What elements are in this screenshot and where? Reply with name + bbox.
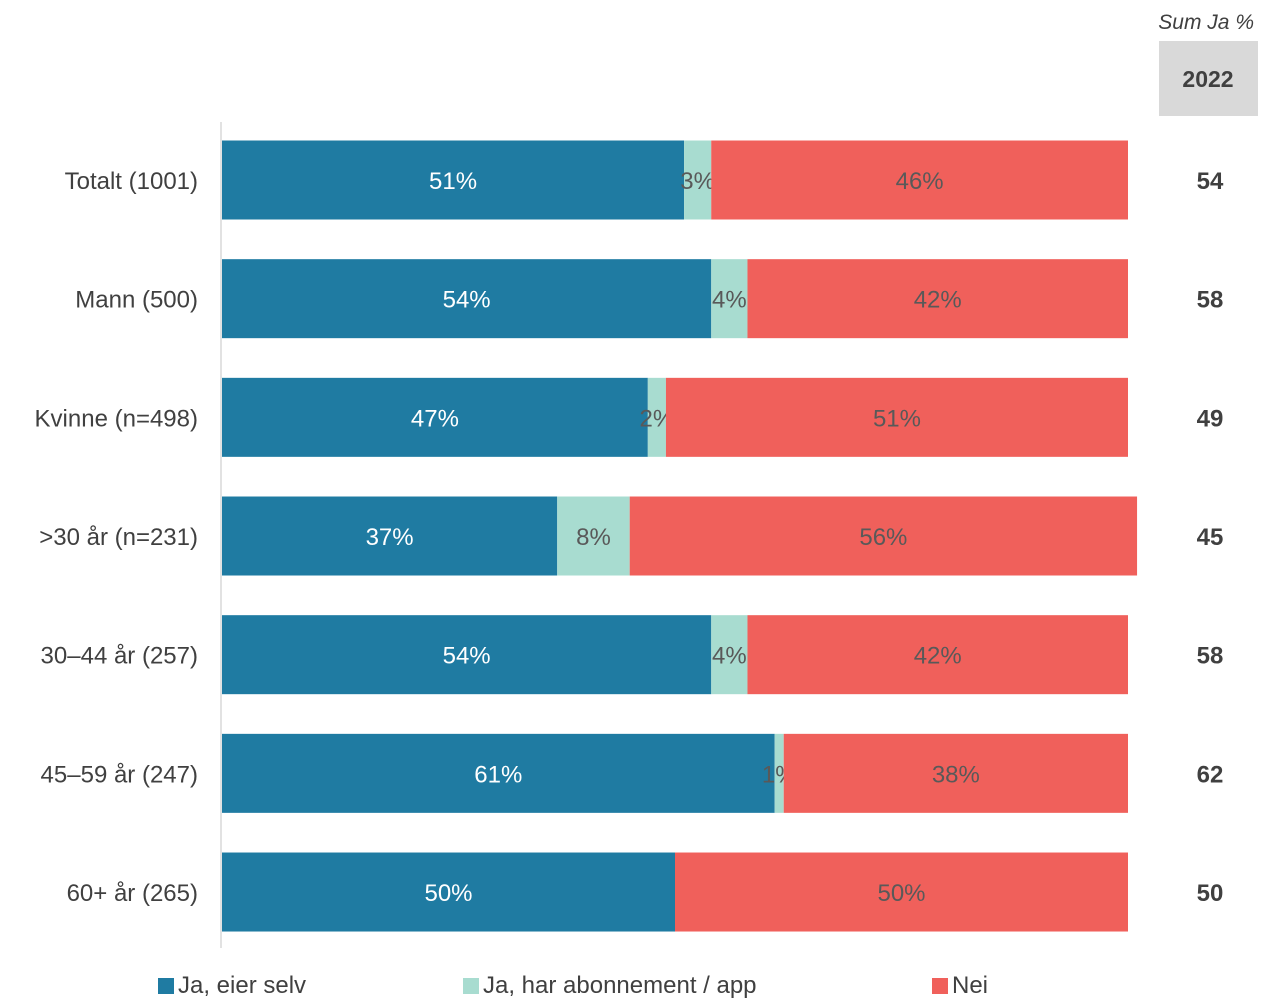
bar-segment-2: [557, 496, 630, 576]
sum-ja-value: 49: [1197, 405, 1224, 432]
data-label: 61%: [474, 761, 522, 788]
sum-year-header-bg: [1159, 41, 1258, 116]
bar-segment-3: [711, 140, 1128, 220]
sum-ja-value: 62: [1197, 761, 1224, 788]
data-label: 8%: [576, 524, 611, 551]
category-label: Mann (500): [75, 287, 198, 314]
sum-ja-value: 58: [1197, 287, 1224, 314]
data-label: 51%: [429, 168, 477, 195]
data-label: 4%: [712, 643, 747, 670]
bar-segment-1: [222, 259, 712, 339]
bar-segment-1: [222, 852, 675, 932]
sum-table-year: 2022: [1182, 66, 1233, 92]
sum-ja-value: 54: [1197, 168, 1224, 195]
category-label: >30 år (n=231): [39, 524, 198, 551]
bar-segment-2: [684, 140, 712, 220]
data-label: 46%: [896, 168, 944, 195]
bar-segment-1: [222, 733, 775, 813]
data-label: 37%: [366, 524, 414, 551]
bar-segment-1: [222, 377, 648, 457]
data-label: 50%: [877, 880, 925, 907]
bar-segment-1: [222, 140, 685, 220]
bar-segment-2: [711, 615, 748, 695]
data-label: 42%: [914, 643, 962, 670]
stacked-bar-chart: Totalt (1001) Mann (500) Kvinne (n=498) >30…: [35, 11, 1258, 948]
bar-segment-2: [711, 259, 748, 339]
legend-swatch: [158, 978, 174, 994]
legend-label: Nei: [952, 972, 989, 999]
bar-segment-3: [783, 733, 1128, 813]
category-label: 45–59 år (247): [41, 761, 198, 788]
category-label: Totalt (1001): [65, 168, 198, 195]
legend-label: Ja, eier selv: [178, 972, 307, 999]
bar-segment-3: [747, 259, 1128, 339]
data-label: 47%: [411, 405, 459, 432]
legend-item: Ja, eier selv: [158, 972, 306, 1000]
bar-segment-1: [222, 496, 558, 576]
legend-item: Ja, har abonnement / app: [463, 972, 757, 1000]
sum-table-title: Sum Ja %: [1158, 11, 1254, 34]
data-label: 51%: [873, 405, 921, 432]
sum-ja-value: 50: [1197, 880, 1224, 907]
bar-segment-3: [665, 377, 1128, 457]
bar-segment-3: [675, 852, 1128, 932]
legend-swatch: [463, 978, 479, 994]
data-label: 42%: [914, 287, 962, 314]
bar-segment-1: [222, 615, 712, 695]
bar-segment-3: [629, 496, 1138, 576]
data-label: 4%: [712, 287, 747, 314]
data-label: 50%: [424, 880, 472, 907]
data-label: 56%: [859, 524, 907, 551]
bar-segment-2: [774, 733, 784, 813]
sum-ja-value: 58: [1197, 643, 1224, 670]
data-label: 3%: [680, 168, 715, 195]
chart-legend: Ja, eier selv Ja, har abonnement / app Nei: [0, 970, 1261, 1003]
bar-segment-3: [747, 615, 1128, 695]
legend-label: Ja, har abonnement / app: [483, 972, 757, 999]
legend-item: Nei: [932, 972, 988, 1000]
category-label: 60+ år (265): [67, 880, 198, 907]
bar-segment-2: [647, 377, 666, 457]
category-label: Kvinne (n=498): [35, 405, 198, 432]
data-label: 54%: [443, 643, 491, 670]
category-label: 30–44 år (257): [41, 643, 198, 670]
data-label: 38%: [932, 761, 980, 788]
legend-swatch: [932, 978, 948, 994]
sum-ja-value: 45: [1197, 524, 1224, 551]
data-label: 54%: [443, 287, 491, 314]
